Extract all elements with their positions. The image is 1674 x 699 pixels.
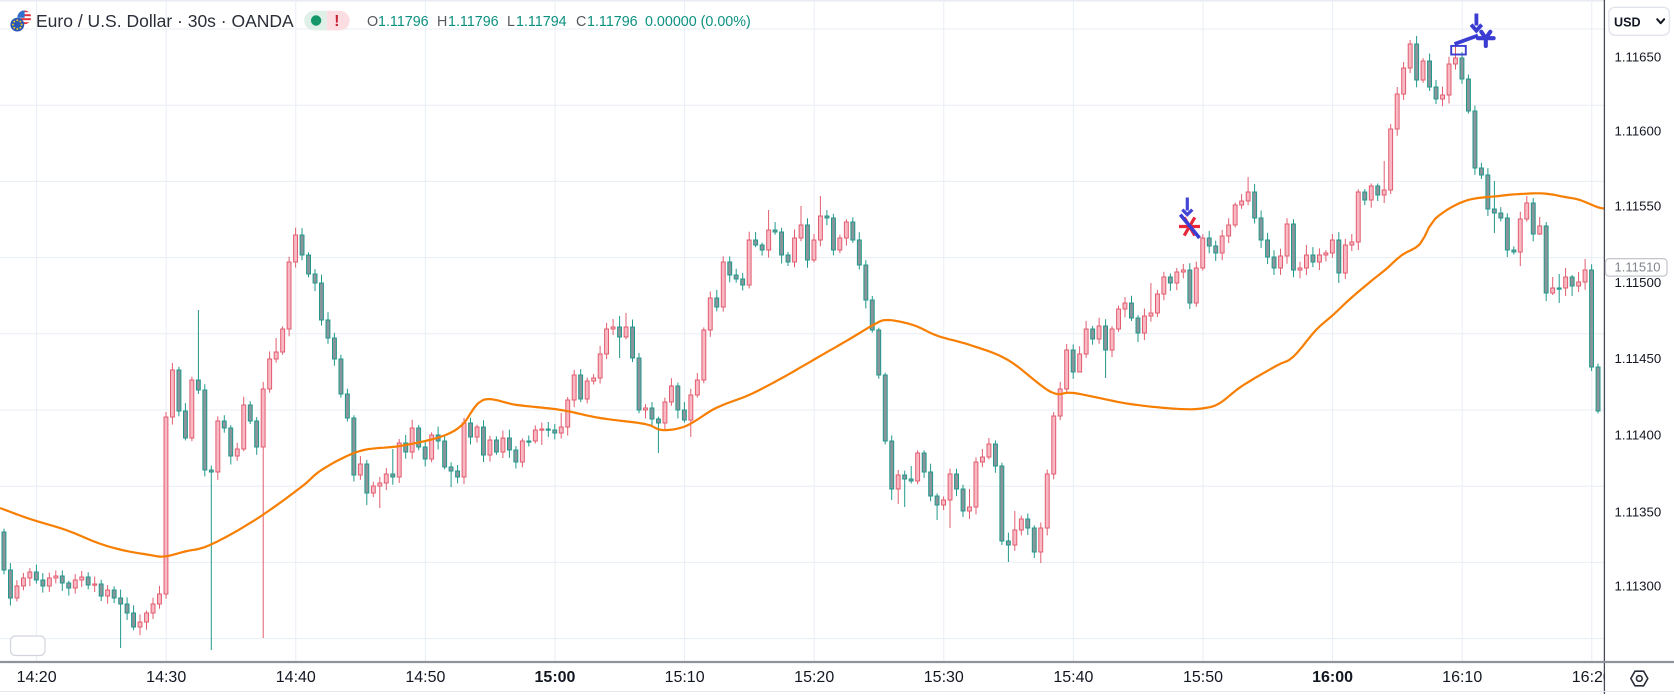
svg-text:15:50: 15:50 bbox=[1183, 669, 1223, 686]
svg-text:16:10: 16:10 bbox=[1442, 669, 1482, 686]
svg-text:14:30: 14:30 bbox=[146, 669, 186, 686]
svg-text:15:10: 15:10 bbox=[665, 669, 705, 686]
svg-text:O: O bbox=[367, 14, 378, 30]
svg-text:1.11650: 1.11650 bbox=[1615, 49, 1662, 64]
svg-text:1.11550: 1.11550 bbox=[1615, 199, 1662, 214]
svg-text:1.11400: 1.11400 bbox=[1615, 427, 1662, 442]
svg-text:1.11350: 1.11350 bbox=[1615, 504, 1662, 519]
svg-text:L: L bbox=[507, 14, 515, 30]
svg-text:14:40: 14:40 bbox=[276, 669, 316, 686]
svg-text:1.11796: 1.11796 bbox=[448, 14, 499, 30]
svg-text:Euro / U.S. Dollar · 30s · OAN: Euro / U.S. Dollar · 30s · OANDA bbox=[36, 11, 294, 31]
svg-text:1.11796: 1.11796 bbox=[378, 14, 429, 30]
svg-text:16:20: 16:20 bbox=[1572, 669, 1612, 686]
svg-text:16:00: 16:00 bbox=[1312, 669, 1353, 686]
svg-text:USD: USD bbox=[1614, 15, 1641, 29]
svg-text:C: C bbox=[576, 14, 586, 30]
svg-text:!: ! bbox=[334, 13, 339, 30]
svg-text:1.11300: 1.11300 bbox=[1615, 578, 1662, 593]
svg-text:14:20: 14:20 bbox=[17, 669, 57, 686]
svg-text:1.11510: 1.11510 bbox=[1615, 260, 1661, 275]
svg-text:1.11500: 1.11500 bbox=[1615, 275, 1662, 290]
svg-text:1.11600: 1.11600 bbox=[1615, 123, 1662, 138]
svg-text:1.11794: 1.11794 bbox=[516, 14, 567, 30]
svg-text:15:20: 15:20 bbox=[794, 669, 834, 686]
svg-text:15:40: 15:40 bbox=[1053, 669, 1093, 686]
svg-text:14:50: 14:50 bbox=[405, 669, 445, 686]
svg-text:15:00: 15:00 bbox=[535, 669, 576, 686]
svg-text:0.00000 (0.00%): 0.00000 (0.00%) bbox=[645, 14, 751, 30]
svg-text:1.11796: 1.11796 bbox=[587, 14, 638, 30]
svg-text:H: H bbox=[437, 14, 447, 30]
svg-text:15:30: 15:30 bbox=[924, 669, 964, 686]
svg-text:1.11450: 1.11450 bbox=[1615, 351, 1662, 366]
